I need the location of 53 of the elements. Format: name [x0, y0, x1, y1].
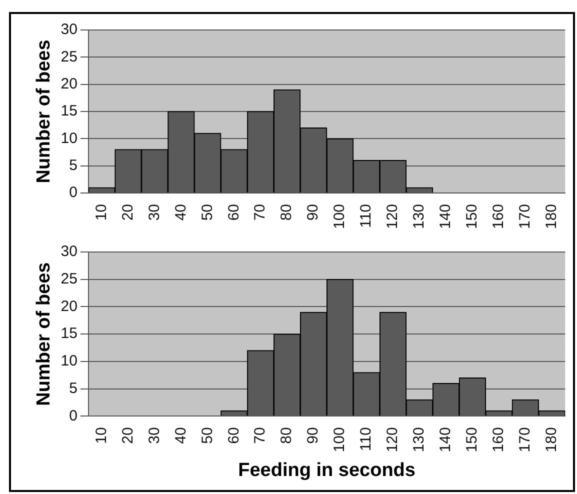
y-tick-label: 30	[60, 243, 78, 260]
x-tick-label: 170	[516, 204, 534, 230]
x-tick-label: 60	[225, 204, 242, 221]
x-axis-title: Feeding in seconds	[238, 460, 416, 481]
x-tick-label: 100	[331, 427, 348, 452]
x-tick-label: 70	[252, 427, 269, 444]
x-tick-label: 110	[358, 427, 375, 452]
y-tick-label: 25	[60, 270, 78, 288]
x-tick-label: 140	[437, 204, 454, 230]
x-tick-label: 110	[358, 204, 375, 228]
x-tick-label: 20	[119, 427, 136, 444]
x-tick-label: 80	[278, 204, 296, 221]
x-tick-label: 120	[384, 204, 402, 230]
x-tick-label: 180	[543, 427, 560, 452]
x-tick-label: 20	[119, 204, 136, 221]
x-tick-label: 50	[198, 204, 216, 221]
y-tick-label: 30	[60, 21, 78, 38]
y-tick-label: 10	[60, 130, 78, 147]
x-tick-label: 90	[304, 204, 322, 221]
y-tick-label: 20	[60, 75, 78, 92]
x-tick-label: 30	[146, 204, 163, 221]
x-tick-label: 160	[490, 427, 508, 452]
y-axis-title: Number of bees	[34, 40, 55, 184]
y-tick-label: 15	[60, 102, 78, 120]
x-tick-label: 130	[410, 204, 428, 230]
x-tick-label: 40	[172, 427, 190, 444]
y-tick-label: 0	[69, 407, 78, 424]
y-tick-label: 5	[69, 156, 78, 174]
y-tick-label: 10	[60, 352, 78, 370]
y-tick-label: 20	[60, 298, 78, 315]
x-tick-label: 10	[92, 204, 110, 221]
x-tick-label: 130	[410, 427, 428, 452]
x-tick-label: 30	[146, 427, 163, 444]
x-tick-label: 150	[464, 427, 481, 452]
x-tick-label: 160	[490, 204, 508, 230]
x-tick-label: 120	[384, 427, 402, 452]
x-tick-label: 180	[543, 204, 560, 230]
x-tick-label: 60	[225, 427, 242, 444]
x-tick-label: 50	[198, 427, 216, 444]
x-tick-label: 10	[92, 427, 110, 444]
x-tick-label: 150	[464, 204, 481, 230]
x-tick-label: 80	[278, 427, 296, 444]
y-tick-label: 5	[69, 380, 78, 397]
x-tick-label: 170	[516, 427, 534, 452]
x-tick-label: 100	[331, 204, 348, 230]
y-tick-label: 15	[60, 325, 78, 342]
x-tick-label: 140	[437, 427, 454, 452]
x-tick-label: 70	[252, 204, 269, 221]
y-tick-label: 0	[69, 184, 78, 202]
x-tick-label: 90	[304, 427, 322, 444]
y-axis-title: Number of bees	[34, 262, 55, 406]
y-tick-label: 25	[60, 48, 78, 66]
x-tick-label: 40	[172, 204, 190, 221]
